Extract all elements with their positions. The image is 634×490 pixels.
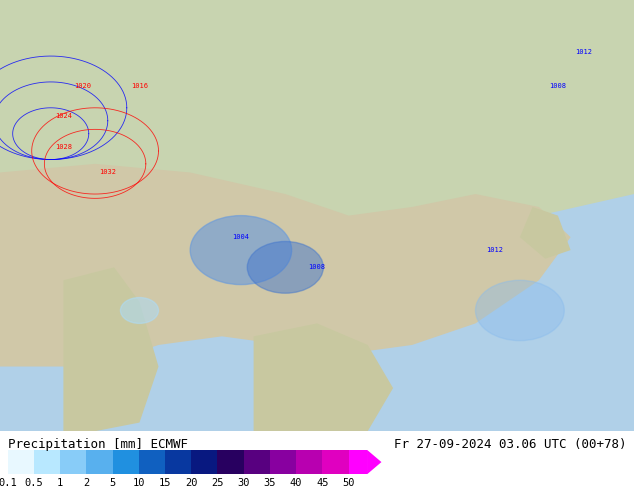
Bar	[243, 450, 270, 474]
Circle shape	[247, 242, 323, 293]
Polygon shape	[254, 323, 393, 431]
Polygon shape	[367, 450, 382, 474]
Text: 50: 50	[342, 478, 355, 488]
Bar	[296, 450, 323, 474]
Text: 1012: 1012	[486, 247, 503, 253]
Text: Fr 27-09-2024 03.06 UTC (00+78): Fr 27-09-2024 03.06 UTC (00+78)	[394, 438, 626, 451]
Text: 1004: 1004	[233, 234, 249, 240]
Bar	[217, 450, 243, 474]
Text: 10: 10	[133, 478, 145, 488]
Bar	[270, 450, 296, 474]
Text: Precipitation [mm] ECMWF: Precipitation [mm] ECMWF	[8, 438, 188, 451]
Bar	[323, 450, 349, 474]
Text: 1012: 1012	[575, 49, 592, 55]
Text: 0.1: 0.1	[0, 478, 17, 488]
Text: 1008: 1008	[550, 83, 566, 89]
Text: 20: 20	[185, 478, 198, 488]
Text: 45: 45	[316, 478, 328, 488]
Text: 1: 1	[57, 478, 63, 488]
Text: 15: 15	[158, 478, 171, 488]
Bar	[60, 450, 86, 474]
Bar	[34, 450, 60, 474]
Polygon shape	[0, 0, 634, 237]
Bar	[165, 450, 191, 474]
Circle shape	[190, 216, 292, 285]
Text: 1016: 1016	[131, 83, 148, 89]
Text: 2: 2	[83, 478, 89, 488]
Bar	[113, 450, 139, 474]
Text: 1032: 1032	[100, 170, 116, 175]
Bar	[86, 450, 113, 474]
Text: 1024: 1024	[55, 113, 72, 120]
Text: 25: 25	[211, 478, 224, 488]
Text: 1008: 1008	[309, 264, 325, 270]
Text: 35: 35	[264, 478, 276, 488]
Bar	[191, 450, 217, 474]
Bar	[139, 450, 165, 474]
Polygon shape	[520, 207, 571, 259]
Text: 1020: 1020	[74, 83, 91, 89]
Polygon shape	[63, 268, 158, 431]
Circle shape	[120, 297, 158, 323]
Bar	[349, 450, 367, 474]
Text: 30: 30	[238, 478, 250, 488]
Text: 5: 5	[110, 478, 115, 488]
Bar	[8, 450, 34, 474]
Text: 0.5: 0.5	[25, 478, 43, 488]
Text: 40: 40	[290, 478, 302, 488]
Circle shape	[476, 280, 564, 341]
Polygon shape	[0, 164, 571, 367]
Text: 1028: 1028	[55, 144, 72, 149]
